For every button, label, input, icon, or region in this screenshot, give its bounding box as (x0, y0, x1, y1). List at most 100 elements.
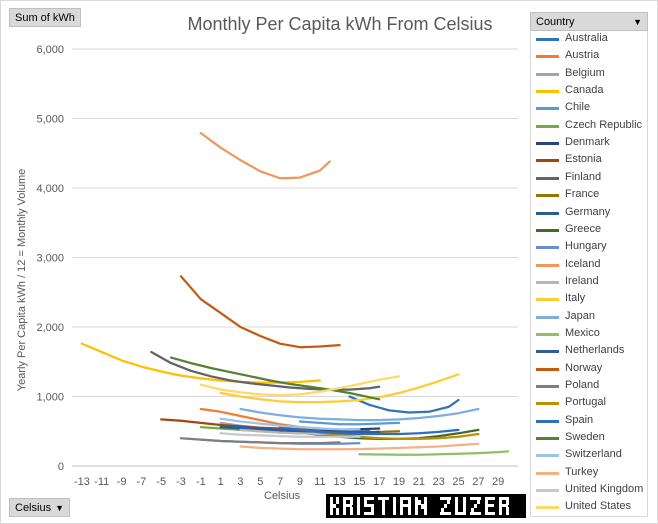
x-tick-label: -1 (196, 476, 206, 488)
celsius-field-button[interactable]: Celsius ▼ (9, 498, 70, 517)
x-tick-label: 1 (218, 476, 224, 488)
legend-swatch (536, 489, 559, 493)
legend-item[interactable]: Japan (531, 309, 649, 326)
legend-item[interactable]: Czech Republic (531, 118, 649, 135)
legend-swatch (536, 142, 559, 146)
legend-label: Ireland (565, 274, 599, 287)
legend-item[interactable]: Sweden (531, 430, 649, 447)
legend-item[interactable]: Poland (531, 378, 649, 395)
legend-label: Spain (565, 413, 594, 426)
y-tick-label: 6,000 (36, 44, 64, 56)
legend-label: Japan (565, 309, 595, 322)
legend-label: Chile (565, 101, 591, 114)
series-line-mexico (358, 450, 510, 456)
legend-label: Sweden (565, 431, 605, 444)
legend-item[interactable]: Australia (531, 31, 649, 48)
legend-item[interactable]: United States (531, 499, 649, 516)
legend-label: Poland (565, 379, 600, 391)
legend-swatch (536, 246, 559, 250)
x-tick-label: 11 (314, 476, 325, 488)
legend-item[interactable]: Estonia (531, 152, 649, 169)
legend-label: Estonia (565, 153, 602, 166)
dropdown-arrow-icon: ▼ (633, 17, 642, 27)
legend-swatch (536, 159, 559, 163)
legend-swatch (536, 471, 559, 475)
legend-swatch (536, 124, 559, 128)
legend-label: Mexico (565, 326, 600, 339)
legend-label: Finland (565, 170, 602, 183)
x-tick-label: 29 (492, 476, 504, 488)
y-tick-label: 1,000 (36, 392, 64, 404)
y-tick-label: 5,000 (36, 114, 64, 126)
y-tick-label: 3,000 (36, 253, 64, 265)
series-lines (80, 131, 510, 456)
legend-item[interactable]: Finland (531, 170, 649, 187)
sum-of-kwh-label: Sum of kWh (15, 12, 75, 24)
legend-item[interactable]: Germany (531, 205, 649, 222)
legend-label: Canada (565, 84, 604, 97)
x-tick-label: -7 (136, 476, 146, 488)
y-tick-label: 0 (58, 461, 64, 473)
series-line-canada (80, 342, 321, 384)
x-tick-label: -5 (156, 476, 166, 488)
series-line-united-states (199, 375, 401, 397)
sum-of-kwh-field-button[interactable]: Sum of kWh (9, 8, 81, 27)
legend-item[interactable]: Belgium (531, 66, 649, 83)
legend-item[interactable]: Netherlands (531, 343, 649, 360)
x-tick-label: 23 (433, 476, 445, 488)
legend-item[interactable]: Spain (531, 413, 649, 430)
y-tick-label: 2,000 (36, 322, 64, 334)
legend-item[interactable]: Iceland (531, 257, 649, 274)
legend-label: France (565, 188, 600, 201)
legend-item[interactable]: Canada (531, 83, 649, 100)
legend-item[interactable]: Hungary (531, 239, 649, 256)
legend-item[interactable]: Chile (531, 100, 649, 117)
series-line-united-kingdom (219, 432, 361, 438)
legend-swatch (536, 55, 559, 59)
legend-item[interactable]: Austria (531, 48, 649, 65)
legend-swatch (536, 437, 559, 441)
legend-item[interactable]: Mexico (531, 326, 649, 343)
series-line-switzerland (219, 417, 361, 431)
legend-label: Hungary (565, 240, 607, 253)
legend-swatch (536, 367, 559, 371)
legend-label: Austria (565, 49, 600, 62)
legend-swatch (536, 402, 559, 406)
legend: Australia Austria Belgium Canada Chile Czech … (530, 31, 648, 517)
celsius-field-label: Celsius (15, 502, 52, 514)
chart-title: Monthly Per Capita kWh From Celsius (187, 14, 493, 34)
legend-swatch (536, 263, 559, 267)
legend-swatch (536, 176, 559, 180)
legend-item[interactable]: Norway (531, 361, 649, 378)
legend-item[interactable]: Turkey (531, 465, 649, 482)
legend-item[interactable]: France (531, 187, 649, 204)
legend-item[interactable]: United Kingdom (531, 482, 649, 499)
legend-label: United States (565, 500, 632, 513)
legend-swatch (536, 332, 559, 336)
legend-swatch (536, 419, 559, 423)
legend-item[interactable]: Ireland (531, 274, 649, 291)
x-tick-label: 25 (452, 476, 464, 488)
legend-item[interactable]: Denmark (531, 135, 649, 152)
legend-swatch (536, 506, 559, 510)
legend-item[interactable]: Greece (531, 222, 649, 239)
legend-item[interactable]: Portugal (531, 395, 649, 412)
series-line-australia (348, 395, 460, 414)
x-tick-label: -11 (94, 476, 109, 488)
legend-item[interactable]: Switzerland (531, 447, 649, 464)
legend-swatch (536, 315, 559, 319)
legend-label: Norway (565, 361, 603, 374)
legend-item[interactable]: Italy (531, 291, 649, 308)
x-tick-label: 17 (373, 476, 385, 488)
legend-label: Belgium (565, 66, 605, 79)
x-tick-label: -9 (117, 476, 127, 488)
x-tick-label: -13 (74, 476, 90, 488)
series-line-italy (219, 373, 460, 404)
legend-label: Netherlands (565, 344, 625, 357)
legend-swatch (536, 454, 559, 458)
country-filter-button[interactable]: Country ▼ (530, 12, 648, 31)
series-line-japan (239, 407, 480, 422)
legend-swatch (536, 228, 559, 232)
